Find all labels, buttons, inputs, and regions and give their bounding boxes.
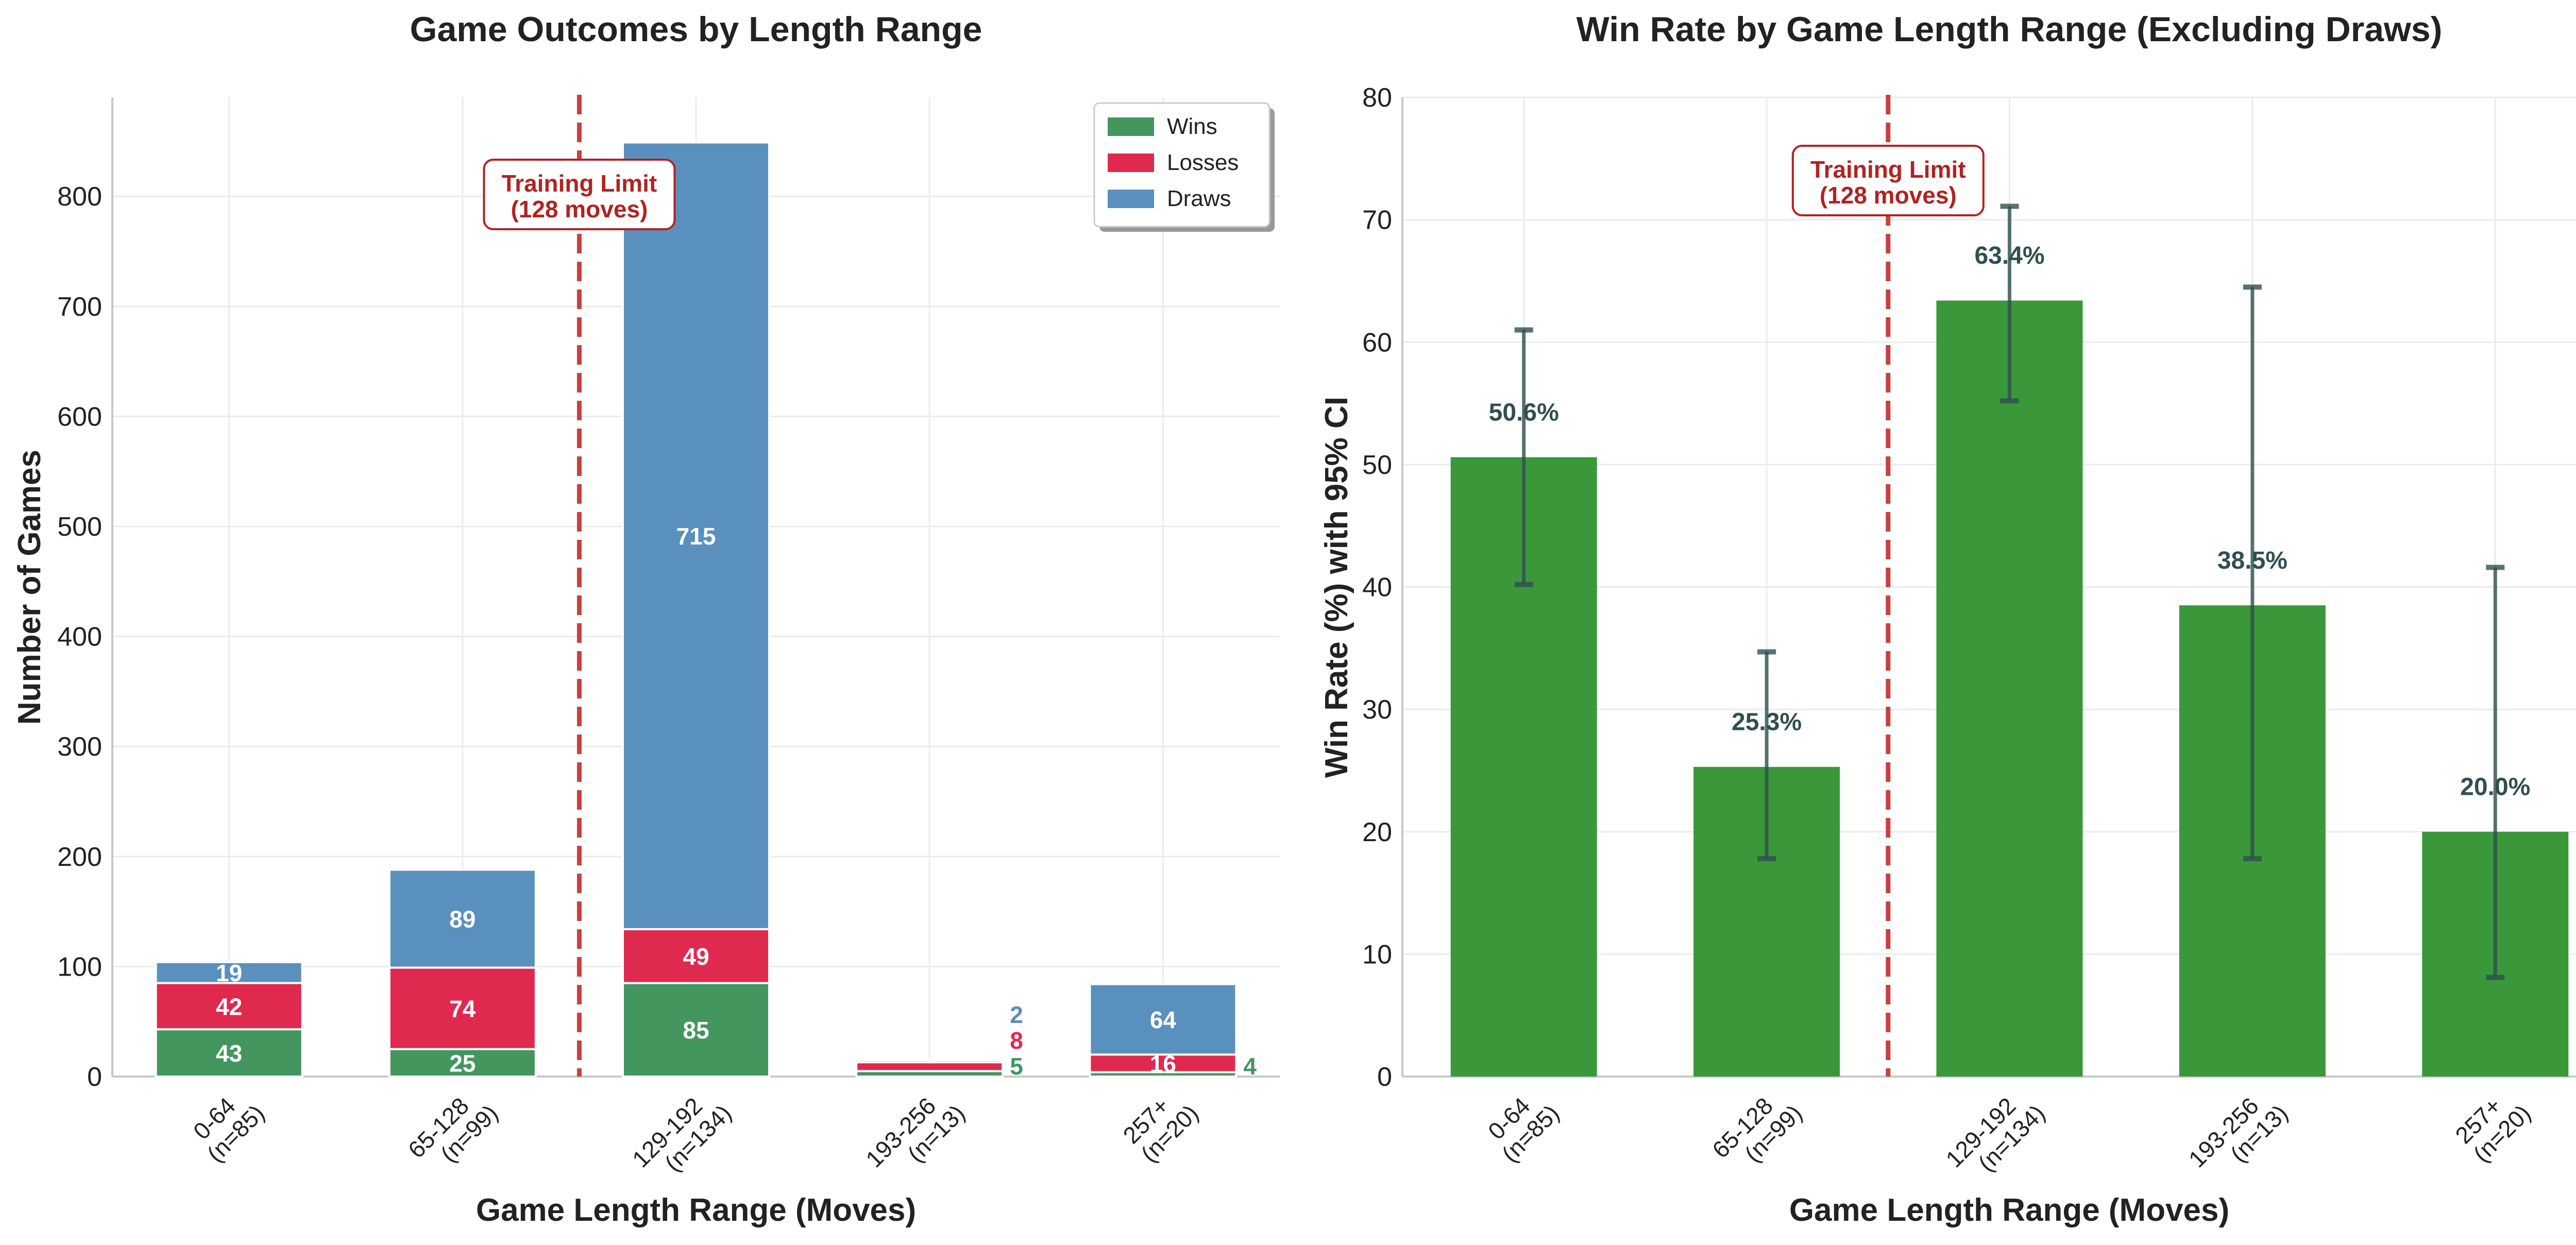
right-y-tick-label: 30 (1362, 695, 1392, 725)
left-x-tick-label: 129-192(n=134) (627, 1081, 737, 1191)
left-training-limit-label: (128 moves) (511, 196, 648, 223)
bar-value-label: 74 (449, 996, 476, 1022)
bar-draws (622, 141, 770, 930)
bar-value-label-outside: 8 (1010, 1027, 1023, 1054)
bar-value-label: 64 (1150, 1007, 1177, 1033)
bar-value-label: 19 (216, 960, 242, 986)
left-y-tick-label: 0 (87, 1062, 102, 1092)
left-training-limit-box (483, 159, 676, 230)
right-y-tick-label: 0 (1377, 1062, 1392, 1092)
bar-value-label-outside: 2 (1010, 1001, 1023, 1028)
bar-value-label: 38.5% (2217, 547, 2287, 574)
bar-value-label: 89 (449, 906, 476, 932)
bar-draws (855, 1059, 1004, 1064)
left-y-tick-label: 400 (57, 622, 102, 652)
legend-label: Wins (1167, 114, 1217, 139)
bar-losses (622, 928, 770, 984)
right-chart-title: Win Rate by Game Length Range (Excluding… (1577, 10, 2443, 49)
bar-losses (388, 966, 537, 1050)
bar-value-label: 25 (449, 1050, 476, 1077)
bar-value-label: 43 (216, 1040, 242, 1067)
right-y-tick-label: 80 (1362, 83, 1392, 113)
left-y-tick-label: 300 (57, 732, 102, 762)
right-training-limit-label: (128 moves) (1820, 182, 1957, 209)
bar-value-label: 63.4% (1974, 242, 2044, 269)
bar-value-label-outside: 4 (1243, 1053, 1257, 1080)
legend-swatch-draws (1108, 190, 1154, 208)
bar-losses (855, 1061, 1004, 1072)
right-y-tick-label: 70 (1362, 206, 1392, 235)
right-x-tick-label: 193-256(n=13) (2183, 1081, 2293, 1191)
right-x-tick-label: 129-192(n=134) (1940, 1081, 2050, 1191)
legend: Wins Losses Draws (1093, 102, 1275, 232)
bar-value-label-outside: 5 (1010, 1053, 1023, 1080)
bar-losses (155, 982, 303, 1031)
left-y-tick-label: 600 (57, 402, 102, 432)
right-y-tick-label: 50 (1362, 450, 1392, 480)
left-y-tick-label: 200 (57, 842, 102, 872)
right-training-limit-label: Training Limit (1810, 156, 1966, 183)
bar-value-label: 42 (216, 993, 242, 1020)
bar-value-label: 50.6% (1489, 399, 1559, 426)
left-y-tick-label: 800 (57, 182, 102, 212)
left-y-tick-label: 100 (57, 952, 102, 982)
right-x-tick-label: 65-128(n=99) (1707, 1081, 1807, 1182)
left-chart-title: Game Outcomes by Length Range (410, 10, 982, 49)
left-y-axis-label: Number of Games (12, 450, 47, 725)
right-x-axis-label: Game Length Range (Moves) (1789, 1192, 2229, 1228)
right-y-tick-label: 10 (1362, 940, 1392, 969)
legend-swatch-wins (1108, 117, 1154, 136)
bar-wins (388, 1048, 537, 1078)
bar-draws (388, 868, 537, 969)
bar-wins (622, 982, 770, 1078)
right-x-tick-label: 0-64(n=85) (1478, 1081, 1564, 1167)
left-x-tick-label: 193-256(n=13) (860, 1081, 970, 1191)
right-y-tick-label: 20 (1362, 817, 1392, 847)
right-y-tick-label: 60 (1362, 328, 1392, 357)
bar-value-label: 49 (683, 943, 709, 970)
win-rate-bar (1936, 300, 2083, 1077)
legend-swatch-losses (1108, 154, 1154, 172)
right-x-tick-label: 257+(n=20) (2450, 1081, 2536, 1167)
left-x-axis-label: Game Length Range (Moves) (476, 1192, 916, 1228)
left-x-tick-label: 257+(n=20) (1117, 1081, 1204, 1167)
legend-label: Losses (1167, 150, 1239, 175)
right-training-limit-box (1791, 145, 1985, 216)
left-y-tick-label: 500 (57, 512, 102, 542)
bar-value-label: 25.3% (1732, 709, 1802, 736)
left-x-tick-label: 0-64(n=85) (183, 1081, 269, 1167)
right-y-tick-label: 40 (1362, 573, 1392, 603)
bar-value-label: 715 (676, 523, 716, 550)
left-x-tick-label: 65-128(n=99) (403, 1081, 503, 1182)
bar-value-label: 85 (683, 1017, 709, 1044)
bar-draws (1089, 983, 1238, 1056)
bar-wins (155, 1028, 303, 1078)
left-y-tick-label: 700 (57, 292, 102, 322)
bar-value-label: 20.0% (2460, 773, 2530, 800)
left-training-limit-label: Training Limit (502, 170, 657, 197)
legend-label: Draws (1167, 186, 1231, 211)
bar-draws (155, 961, 303, 984)
right-y-axis-label: Win Rate (%) with 95% CI (1319, 397, 1354, 778)
